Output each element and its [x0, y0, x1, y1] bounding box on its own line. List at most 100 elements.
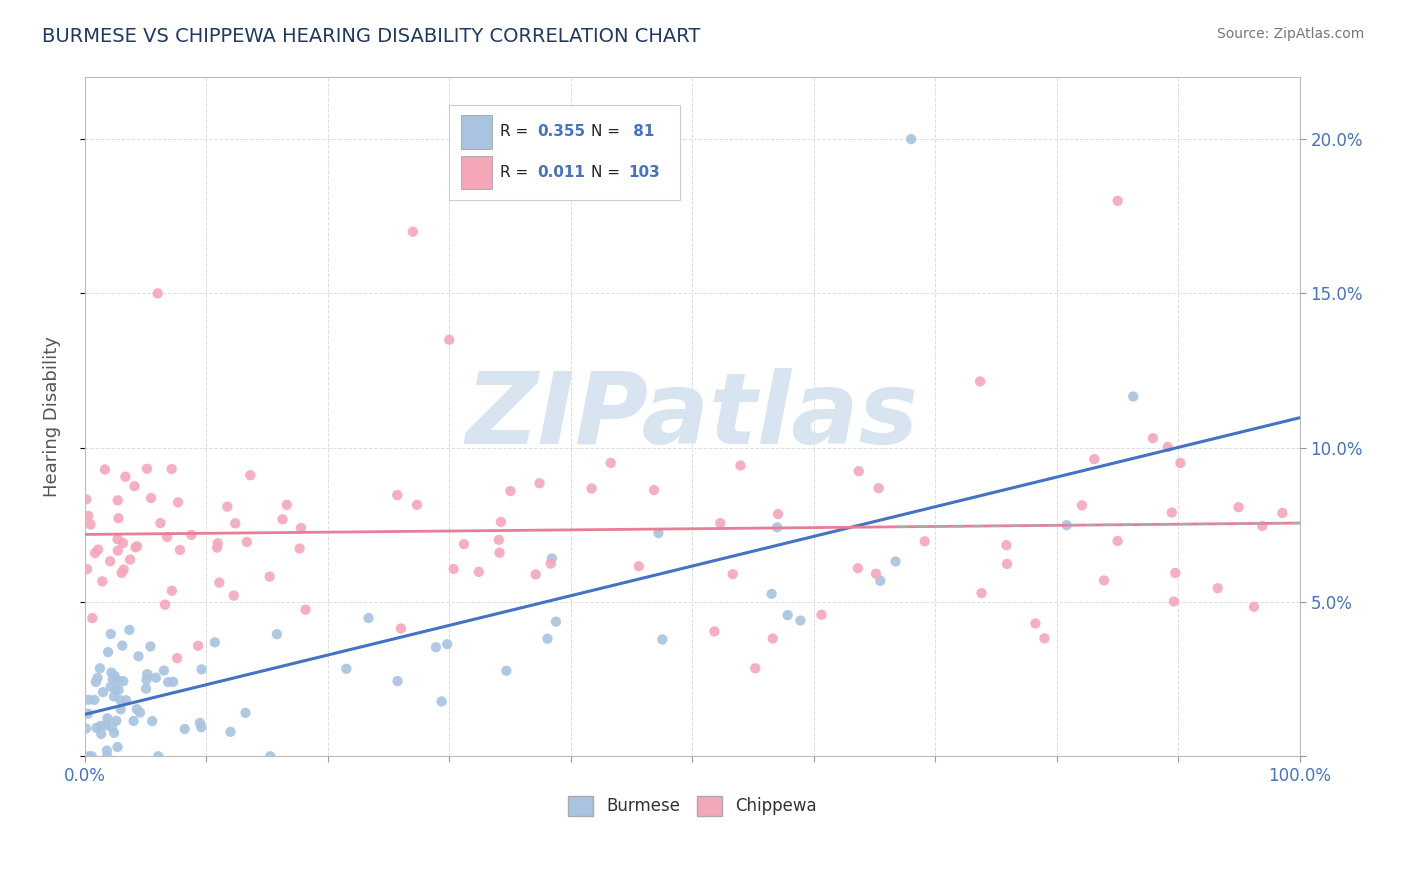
Point [205, 541, 228, 555]
Point [1024, 616, 1046, 631]
Point [111, 639, 134, 653]
Point [389, 622, 412, 636]
Point [703, 624, 725, 639]
Point [865, 566, 887, 581]
Point [204, 635, 226, 649]
Point [160, 583, 183, 598]
Point [167, 495, 190, 509]
Point [869, 574, 891, 588]
Point [129, 706, 152, 720]
Point [125, 702, 148, 716]
Point [107, 493, 129, 508]
Point [402, 225, 425, 239]
Text: 81: 81 [628, 124, 654, 139]
Point [387, 488, 409, 502]
Point [529, 476, 551, 491]
Point [651, 632, 673, 647]
Point [136, 461, 159, 475]
Point [406, 498, 429, 512]
Point [430, 694, 453, 708]
Point [208, 575, 231, 590]
Point [647, 526, 669, 541]
Point [110, 693, 132, 707]
Point [443, 562, 465, 576]
Point [222, 589, 245, 603]
Point [776, 608, 799, 623]
Point [294, 602, 316, 616]
Point [730, 458, 752, 473]
Point [125, 539, 148, 553]
Point [104, 669, 127, 683]
Point [135, 673, 157, 687]
Text: 103: 103 [628, 165, 659, 180]
Point [1083, 452, 1105, 467]
Point [846, 561, 869, 575]
Point [180, 528, 202, 542]
Point [1107, 194, 1129, 208]
Point [103, 726, 125, 740]
Point [766, 520, 789, 534]
Point [190, 662, 212, 676]
Point [75, 492, 97, 507]
Point [544, 615, 567, 629]
Point [425, 640, 447, 655]
Point [744, 661, 766, 675]
Point [239, 468, 262, 483]
Point [107, 739, 129, 754]
Point [96, 711, 118, 725]
Point [86, 721, 108, 735]
Point [124, 541, 146, 555]
Point [94, 718, 117, 732]
Point [118, 623, 141, 637]
Point [884, 554, 907, 568]
Point [995, 557, 1018, 571]
Point [536, 632, 558, 646]
Point [173, 722, 195, 736]
Point [136, 667, 159, 681]
Point [488, 533, 510, 547]
Point [107, 543, 129, 558]
Point [1227, 500, 1250, 515]
Point [1243, 599, 1265, 614]
Point [188, 715, 211, 730]
Point [276, 498, 298, 512]
Point [387, 674, 409, 689]
Point [84, 546, 107, 560]
Point [160, 462, 183, 476]
Point [969, 375, 991, 389]
Point [335, 662, 357, 676]
Point [627, 559, 650, 574]
Point [80, 749, 103, 764]
Point [1206, 581, 1229, 595]
Point [357, 611, 380, 625]
Point [1056, 518, 1078, 533]
Point [1107, 533, 1129, 548]
Point [162, 674, 184, 689]
Text: R =: R = [501, 124, 533, 139]
Point [115, 693, 138, 707]
Point [217, 500, 239, 514]
Point [259, 569, 281, 583]
Point [111, 566, 134, 580]
Point [91, 685, 114, 699]
Point [1163, 594, 1185, 608]
Point [114, 469, 136, 483]
Point [145, 671, 167, 685]
Point [789, 614, 811, 628]
Point [766, 507, 789, 521]
Point [120, 552, 142, 566]
Point [453, 537, 475, 551]
Point [495, 664, 517, 678]
Point [127, 649, 149, 664]
FancyBboxPatch shape [450, 104, 681, 200]
Point [153, 598, 176, 612]
Point [187, 639, 209, 653]
Point [1164, 566, 1187, 580]
Text: 0.355: 0.355 [537, 124, 585, 139]
Point [468, 565, 491, 579]
Point [103, 690, 125, 704]
Point [107, 511, 129, 525]
Point [77, 706, 100, 721]
Point [87, 542, 110, 557]
Point [82, 611, 104, 625]
